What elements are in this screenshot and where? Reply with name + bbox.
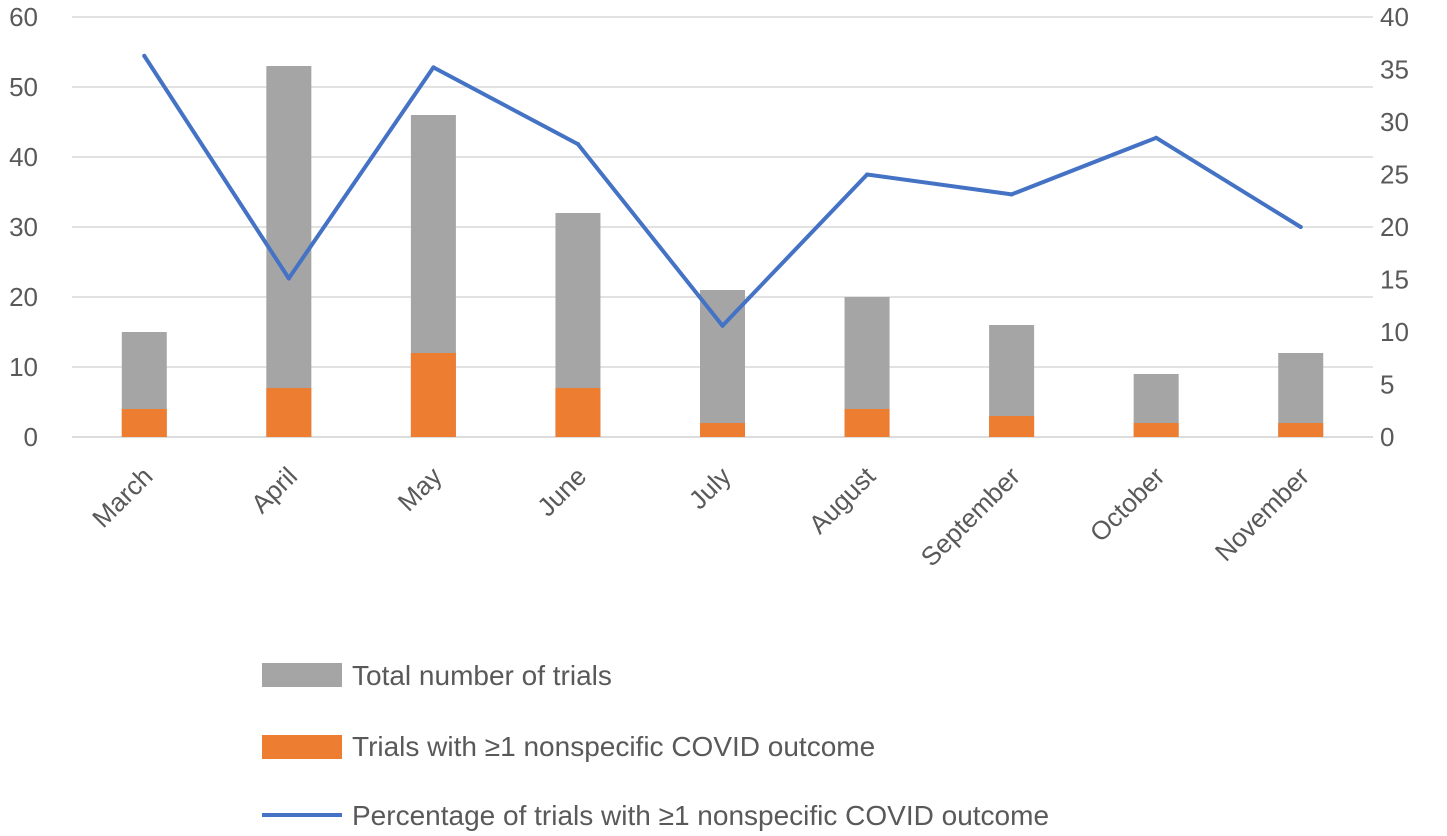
bar-nonspecific-october — [1133, 423, 1179, 437]
bar-nonspecific-april — [266, 388, 312, 437]
legend: Total number of trials Trials with ≥1 no… — [262, 660, 1049, 831]
bar-nonspecific-november — [1278, 423, 1324, 437]
y-tick-label: 0 — [24, 422, 38, 452]
x-tick-label: November — [1209, 461, 1315, 567]
y2-tick-label: 25 — [1380, 160, 1409, 190]
category-axis-ticks: March April May June July August September Octo… — [86, 460, 1315, 572]
y-tick-label: 30 — [9, 212, 38, 242]
bar-nonspecific-august — [844, 409, 890, 437]
percentage-point-may — [431, 65, 436, 70]
percentage-line-layer — [142, 53, 1303, 328]
legend-item-nonspecific: Trials with ≥1 nonspecific COVID outcome — [262, 731, 875, 762]
percentage-point-june — [575, 142, 580, 147]
x-tick-label: May — [392, 461, 448, 517]
bar-nonspecific-september — [989, 416, 1035, 437]
total-trials-bars — [121, 66, 1324, 437]
y2-tick-label: 40 — [1380, 2, 1409, 32]
bar-nonspecific-june — [555, 388, 601, 437]
percentage-point-october — [1154, 135, 1159, 140]
bar-total-july — [700, 290, 745, 437]
y2-tick-label: 35 — [1380, 55, 1409, 85]
legend-item-percentage: Percentage of trials with ≥1 nonspecific… — [262, 800, 1049, 831]
x-tick-label: September — [915, 461, 1026, 572]
y2-tick-label: 15 — [1380, 265, 1409, 295]
legend-label-nonspecific: Trials with ≥1 nonspecific COVID outcome — [352, 731, 875, 762]
x-tick-label: July — [683, 461, 737, 515]
percentage-point-march — [142, 53, 147, 58]
percentage-point-september — [1009, 192, 1014, 197]
x-tick-label: June — [531, 461, 592, 522]
bar-total-april — [266, 66, 312, 437]
percentage-point-april — [286, 276, 291, 281]
legend-label-percentage: Percentage of trials with ≥1 nonspecific… — [352, 800, 1049, 831]
y2-tick-label: 30 — [1380, 107, 1409, 137]
right-axis-ticks: 0 5 10 15 20 25 30 35 40 — [1380, 2, 1409, 452]
y2-tick-label: 0 — [1380, 422, 1394, 452]
y-tick-label: 40 — [9, 142, 38, 172]
x-tick-label: March — [86, 461, 158, 533]
percentage-line — [142, 53, 1303, 328]
percentage-point-august — [865, 172, 870, 177]
nonspecific-trials-bars — [121, 353, 1324, 437]
bar-nonspecific-may — [410, 353, 456, 437]
x-tick-label: April — [245, 461, 303, 519]
bar-nonspecific-july — [700, 423, 745, 437]
y2-tick-label: 20 — [1380, 212, 1409, 242]
y-tick-label: 50 — [9, 72, 38, 102]
legend-swatch-total — [262, 663, 342, 687]
y-tick-label: 20 — [9, 282, 38, 312]
bar-nonspecific-march — [121, 409, 167, 437]
legend-label-total: Total number of trials — [352, 660, 612, 691]
x-tick-label: October — [1084, 461, 1171, 548]
percentage-point-july — [720, 323, 725, 328]
left-axis-ticks: 0 10 20 30 40 50 60 — [9, 2, 38, 452]
y-tick-label: 10 — [9, 352, 38, 382]
x-tick-label: August — [803, 460, 882, 539]
y-tick-label: 60 — [9, 2, 38, 32]
y2-tick-label: 5 — [1380, 370, 1394, 400]
legend-swatch-nonspecific — [262, 735, 342, 759]
legend-item-total: Total number of trials — [262, 660, 612, 691]
y2-tick-label: 10 — [1380, 317, 1409, 347]
percentage-point-november — [1298, 225, 1303, 229]
